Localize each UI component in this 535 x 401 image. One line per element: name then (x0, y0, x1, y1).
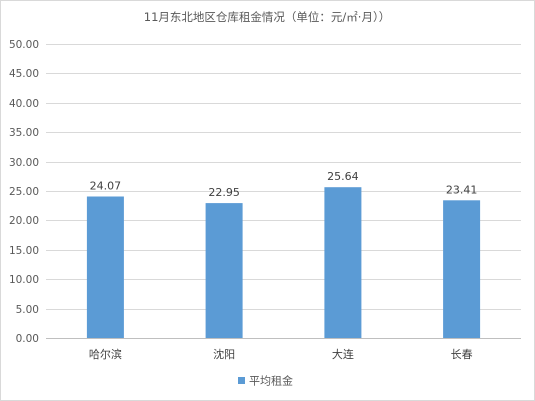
y-tick-label: 30.00 (9, 157, 39, 169)
data-label: 22.95 (208, 186, 240, 199)
bar (86, 196, 124, 338)
bars (86, 187, 481, 338)
legend: 平均租金 (238, 374, 293, 388)
gridlines (46, 44, 521, 339)
data-label: 23.41 (446, 183, 478, 196)
legend-label: 平均租金 (249, 374, 293, 388)
chart-title: 11月东北地区仓库租金情况（单位：元/㎡·月）） (144, 10, 390, 24)
x-tick-label: 沈阳 (213, 347, 235, 361)
y-tick-label: 10.00 (9, 274, 39, 286)
y-tick-label: 25.00 (9, 186, 39, 198)
bar (324, 187, 362, 338)
y-tick-label: 20.00 (9, 215, 39, 227)
y-tick-label: 50.00 (9, 39, 39, 51)
x-axis-categories: 哈尔滨 沈阳 大连 长春 (89, 347, 473, 361)
x-tick-label: 长春 (451, 348, 473, 361)
x-tick-label: 哈尔滨 (89, 347, 122, 361)
y-tick-label: 40.00 (9, 98, 39, 110)
y-tick-label: 0.00 (16, 333, 39, 345)
data-label: 25.64 (327, 170, 359, 183)
y-axis-ticks: 0.00 5.00 10.00 15.00 20.00 25.00 30.00 35.00 40… (9, 39, 39, 345)
data-labels: 24.07 22.95 25.64 23.41 (90, 170, 478, 199)
bar (205, 203, 243, 338)
y-tick-label: 15.00 (9, 245, 39, 257)
bar (443, 200, 481, 338)
x-tick-label: 大连 (332, 347, 354, 361)
legend-swatch (238, 377, 245, 384)
y-tick-label: 35.00 (9, 127, 39, 139)
data-label: 24.07 (90, 180, 122, 193)
y-tick-label: 5.00 (16, 304, 39, 316)
y-tick-label: 45.00 (9, 68, 39, 80)
